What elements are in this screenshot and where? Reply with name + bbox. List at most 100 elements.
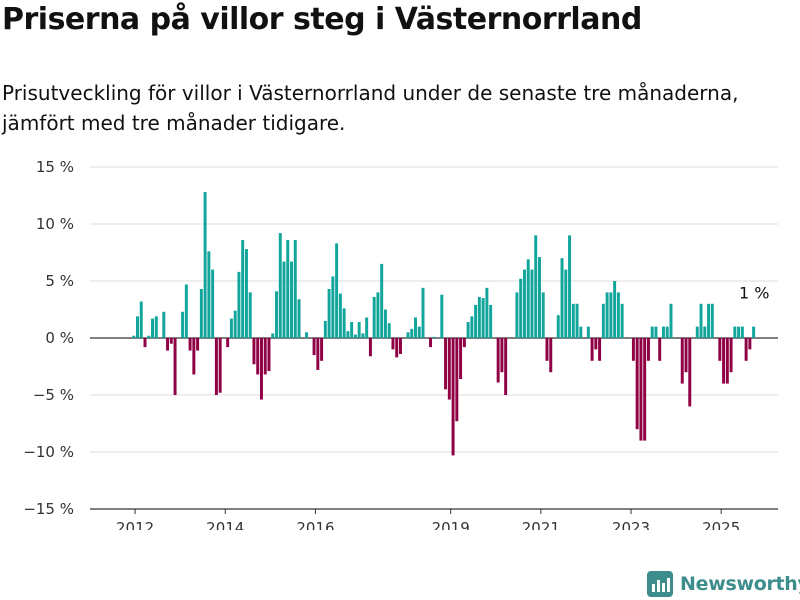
bar [278, 233, 282, 338]
bar [233, 310, 237, 338]
x-tick-label: 2025 [702, 519, 740, 530]
x-tick-label: 2023 [612, 519, 650, 530]
bar [590, 338, 594, 361]
bar [707, 303, 711, 338]
y-tick-label: 15 % [36, 158, 74, 176]
bar [616, 292, 620, 338]
bar [226, 338, 230, 348]
bar [323, 320, 327, 338]
bar [605, 292, 609, 338]
bars [132, 192, 756, 456]
bar [199, 288, 203, 338]
bar [695, 326, 699, 338]
bar [211, 269, 215, 338]
bar [613, 281, 617, 338]
bar [474, 304, 478, 338]
x-tick-label: 2021 [522, 519, 560, 530]
bar [639, 338, 643, 441]
bar [173, 338, 177, 395]
bar [669, 303, 673, 338]
x-tick-label: 2012 [116, 519, 154, 530]
bar [571, 303, 575, 338]
y-tick-label: 10 % [36, 215, 74, 233]
newsworthy-logo: Newsworthy [646, 570, 800, 598]
bar [710, 303, 714, 338]
bar [376, 292, 380, 338]
bar [154, 316, 158, 338]
bar [380, 263, 384, 338]
bar [395, 338, 399, 358]
bar-chart: 15 %10 %5 %0 %−5 %−10 %−15 % 2012 2014 201… [23, 158, 778, 530]
bar [256, 338, 260, 375]
bar [635, 338, 639, 430]
bar [568, 235, 572, 338]
bar [541, 292, 545, 338]
bar [203, 192, 207, 338]
bar [444, 338, 448, 390]
bar [297, 299, 301, 338]
bar [680, 338, 684, 384]
bar [372, 296, 376, 338]
bar [703, 326, 707, 338]
bar [718, 338, 722, 361]
bar [350, 322, 354, 338]
bar [658, 338, 662, 361]
bar [290, 261, 294, 338]
bar [586, 326, 590, 338]
bar [346, 331, 350, 338]
bar [143, 338, 147, 348]
bar [237, 271, 241, 338]
x-axis: 2012 2014 2016 2019 2021 2023 2025 [90, 508, 778, 530]
bar [451, 338, 455, 456]
y-tick-label: −5 % [33, 386, 74, 404]
bar [327, 288, 331, 338]
bar [132, 335, 136, 338]
newsworthy-icon [647, 571, 673, 597]
bar [353, 334, 357, 338]
bar [312, 338, 316, 356]
bar [688, 338, 692, 407]
bar [466, 322, 470, 338]
bar [417, 326, 421, 338]
bar [244, 249, 248, 338]
bar [286, 239, 290, 338]
bar [661, 326, 665, 338]
bar [151, 318, 154, 338]
bar [184, 284, 188, 338]
chart-title: Priserna på villor steg i Västernorrland [2, 2, 642, 37]
bar [248, 292, 252, 338]
bar [744, 338, 748, 361]
y-tick-label: 5 % [45, 272, 74, 290]
bar [470, 316, 474, 338]
bar [192, 338, 196, 375]
bar [609, 292, 613, 338]
bar [598, 338, 602, 361]
bar [361, 333, 365, 338]
bar [455, 338, 459, 422]
bar [440, 294, 444, 338]
bar [489, 304, 493, 338]
bar [357, 322, 361, 338]
bar [643, 338, 647, 441]
bar [549, 338, 553, 373]
bar [534, 235, 538, 338]
bar [594, 338, 598, 350]
bar [391, 338, 395, 350]
bar [421, 287, 425, 338]
bar [654, 326, 658, 338]
bar [462, 338, 466, 348]
bar [252, 338, 256, 365]
y-grid [90, 166, 778, 453]
last-value-label: 1 % [739, 284, 769, 303]
bar [477, 296, 481, 338]
bar [383, 309, 387, 338]
bar [631, 338, 635, 361]
bar [725, 338, 729, 384]
bar [147, 335, 151, 338]
bar [162, 311, 166, 338]
bar [229, 318, 233, 338]
bar [282, 261, 286, 338]
x-tick-label: 2014 [206, 519, 244, 530]
bar [263, 338, 267, 375]
bar [530, 269, 534, 338]
